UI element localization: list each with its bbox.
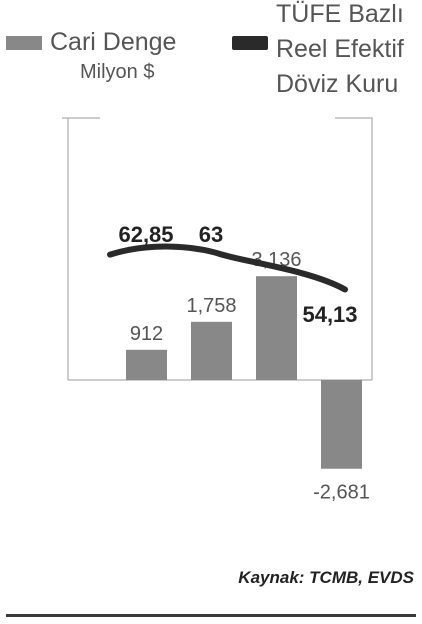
legend-line-swatch	[232, 36, 268, 50]
line-series	[107, 243, 348, 293]
legend-bar-swatch	[6, 36, 42, 50]
bar-3	[321, 380, 362, 469]
bar-1	[191, 321, 232, 380]
legend-line-label-1: TÜFE Bazlı	[276, 0, 404, 28]
source-note: Kaynak: TCMB, EVDS	[238, 568, 414, 587]
line-label-1: 63	[199, 222, 223, 247]
legend-bar-unit: Milyon $	[80, 61, 155, 83]
bar-0	[126, 349, 167, 380]
bottom-rule	[6, 614, 416, 617]
legend-line-label-2: Reel Efektif	[276, 35, 404, 63]
legend-bar-label: Cari Denge	[50, 28, 177, 56]
bar-label-3: -2,681	[313, 482, 370, 504]
bar-label-1: 1,758	[186, 295, 236, 317]
bar-2	[256, 276, 297, 380]
bar-label-0: 912	[130, 323, 163, 345]
legend-line-label-3: Döviz Kuru	[276, 70, 399, 98]
line-label-0: 62,85	[118, 222, 173, 247]
line-label-2: 54,13	[302, 302, 357, 327]
frame-right	[335, 117, 373, 380]
